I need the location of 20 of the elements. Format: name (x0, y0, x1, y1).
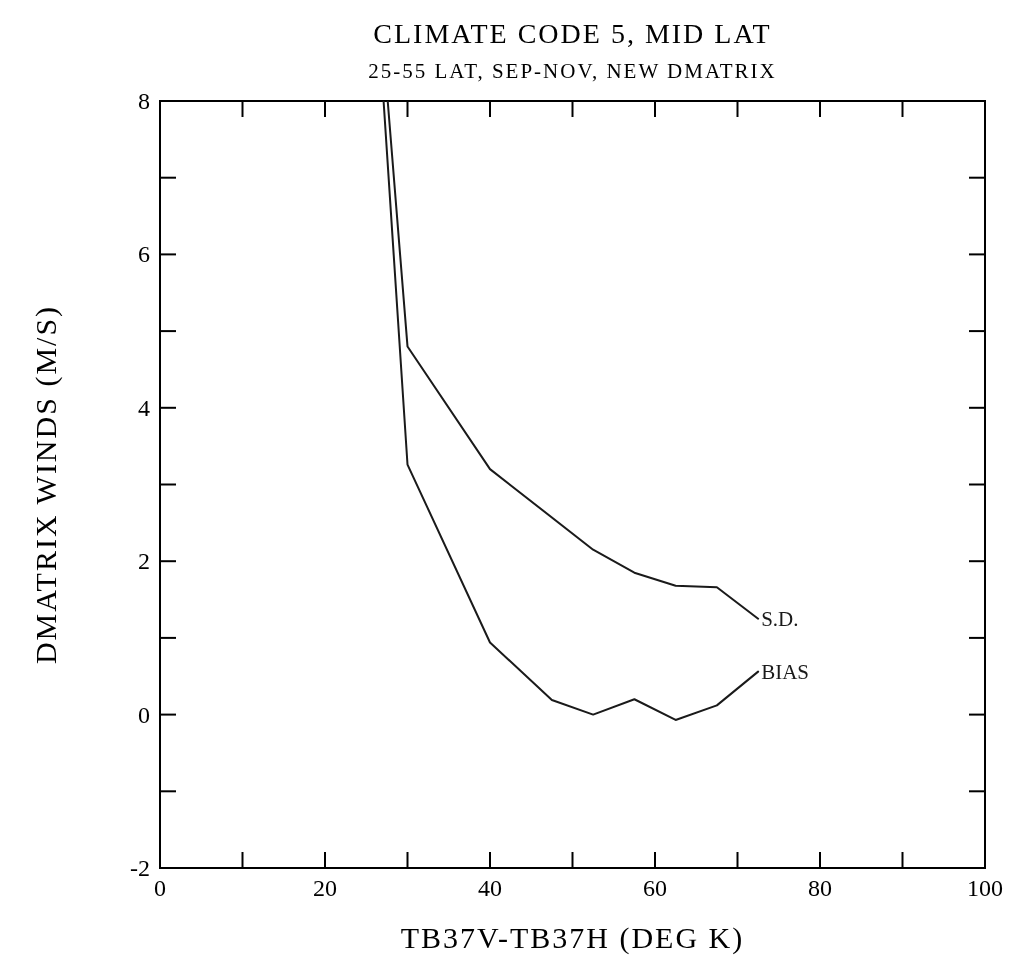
line-series (386, 101, 760, 620)
y-tick-label: 2 (138, 548, 150, 575)
y-tick-label: 8 (138, 88, 150, 114)
y-tick-label: 6 (138, 241, 150, 268)
x-tick-label: 40 (478, 875, 502, 901)
y-tick-label: 0 (138, 701, 150, 728)
series-label: BIAS (761, 659, 809, 684)
x-tick-label: 0 (154, 875, 166, 901)
x-tick-label: 100 (967, 875, 1003, 901)
chart-title: CLIMATE CODE 5, MID LAT (373, 18, 772, 49)
y-axis-title: DMATRIX WINDS (M/S) (29, 304, 63, 665)
chart-subtitle: 25-55 LAT, SEP-NOV, NEW DMATRIX (368, 59, 777, 83)
y-tick-label: 4 (138, 394, 150, 421)
x-axis-title: TB37V-TB37H (DEG K) (400, 921, 745, 955)
line-series (382, 101, 760, 721)
y-tick-label: -2 (130, 855, 150, 881)
series-label: S.D. (761, 606, 799, 631)
x-tick-label: 20 (313, 875, 337, 901)
x-tick-label: 80 (808, 875, 832, 901)
x-tick-label: 60 (643, 875, 667, 901)
